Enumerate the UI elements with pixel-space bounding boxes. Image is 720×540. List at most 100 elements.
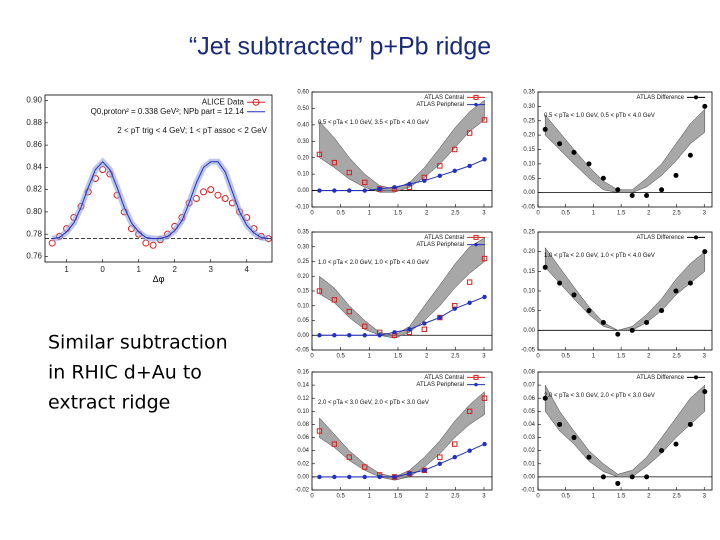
plot-frame — [311, 231, 493, 351]
x-tick-label: 3 — [482, 354, 486, 360]
y-tick-label: 0.16 — [297, 370, 309, 376]
y-tick-label: 0.03 — [523, 435, 535, 441]
data-point — [200, 188, 208, 196]
y-tick-label: 0.50 — [297, 106, 309, 112]
data-point — [467, 163, 472, 169]
legend-marker — [474, 242, 478, 247]
x-tick-label: 1.5 — [394, 494, 403, 500]
x-tick-label: 1 — [592, 494, 596, 500]
legend-label: ATLAS Difference — [637, 375, 685, 381]
x-tick-label: 2.5 — [672, 354, 681, 360]
x-tick-label: 2 — [647, 354, 651, 360]
y-tick-label: 0.78 — [26, 229, 42, 238]
y-tick-label: 0.86 — [26, 140, 42, 149]
y-tick-label: 0.40 — [297, 122, 309, 128]
annotation: 1.0 < pTa < 2.0 GeV, 1.0 < pTb < 4.0 GeV — [318, 260, 429, 266]
data-point — [331, 441, 338, 447]
data-point — [452, 168, 457, 174]
x-tick-label: 2.5 — [672, 494, 681, 500]
data-point — [557, 421, 563, 427]
data-point — [214, 191, 222, 199]
x-tick-label: 3 — [703, 494, 707, 500]
data-point — [586, 161, 592, 167]
data-point — [377, 333, 382, 338]
x-tick-label: 0 — [310, 211, 314, 217]
y-tick-label: 0.76 — [26, 252, 42, 261]
y-tick-label: 0.00 — [523, 474, 535, 480]
data-point — [347, 474, 352, 480]
legend-label: ATLAS Peripheral — [416, 382, 464, 388]
data-point — [542, 395, 548, 401]
legend-label: ATLAS Central — [424, 95, 464, 101]
data-point — [702, 249, 708, 255]
data-point — [331, 297, 338, 303]
data-point — [362, 464, 368, 470]
model-band — [319, 99, 485, 193]
y-tick-label: 0.14 — [297, 383, 309, 389]
x-tick-label: 2 — [647, 494, 651, 500]
legend-marker — [694, 95, 698, 100]
y-tick-label: 0.02 — [523, 448, 535, 454]
y-tick-label: 0.60 — [297, 90, 309, 96]
data-point — [482, 294, 487, 300]
data-point — [600, 175, 606, 181]
annotation: 2.0 < pTa < 3.0 GeV, 2.0 < pTb < 3.0 GeV — [318, 400, 429, 406]
plot-frame — [311, 371, 493, 491]
x-tick-label: 0 — [100, 265, 105, 274]
x-tick-label: 1.5 — [617, 211, 626, 217]
data-point — [452, 146, 458, 153]
data-point — [407, 471, 412, 476]
y-tick-label: -0.01 — [521, 488, 535, 494]
y-tick-label: 0.06 — [297, 435, 309, 441]
data-point — [346, 169, 352, 176]
data-point — [392, 185, 397, 190]
data-point — [207, 186, 215, 194]
y-tick-label: 0.20 — [297, 155, 309, 161]
y-tick-label: 0.00 — [523, 328, 535, 334]
data-point — [571, 149, 577, 155]
x-tick-label: 2.5 — [451, 354, 460, 360]
data-point — [332, 333, 337, 338]
legend-marker — [474, 102, 478, 107]
y-tick-label: 0.84 — [26, 162, 42, 171]
x-tick-label: 2.5 — [451, 211, 460, 217]
data-point — [586, 454, 592, 460]
x-tick-label: 3 — [703, 354, 707, 360]
x-tick-label: 3 — [209, 265, 214, 274]
body-text: in RHIC d+Au to — [48, 362, 202, 384]
data-point — [482, 441, 487, 447]
y-tick-label: -0.10 — [295, 205, 309, 211]
data-point — [557, 141, 563, 147]
y-tick-label: 0.82 — [26, 185, 42, 194]
y-tick-label: 0.05 — [523, 409, 535, 415]
y-tick-label: 0.05 — [297, 318, 309, 324]
data-point — [481, 255, 488, 262]
series-line — [52, 161, 269, 240]
y-tick-label: -0.05 — [295, 348, 309, 354]
data-point — [615, 480, 621, 486]
x-tick-label: 1.5 — [617, 494, 626, 500]
data-point — [392, 474, 397, 480]
model-band — [544, 108, 706, 193]
data-point — [422, 178, 427, 183]
x-tick-label: 2 — [425, 211, 429, 217]
y-tick-label: 0.30 — [297, 139, 309, 145]
y-tick-label: 0.80 — [26, 207, 42, 216]
data-point — [407, 181, 412, 187]
y-tick-label: 0.00 — [297, 188, 309, 194]
data-point — [466, 408, 473, 415]
legend-marker — [252, 98, 260, 106]
data-point — [331, 159, 338, 166]
legend-label: ATLAS Central — [424, 375, 464, 381]
legend-marker — [473, 94, 479, 100]
x-tick-label: 1 — [368, 354, 372, 360]
data-point — [481, 117, 488, 123]
x-tick-label: 1.5 — [394, 211, 403, 217]
data-point — [687, 152, 693, 158]
data-point — [317, 474, 322, 480]
data-point — [659, 187, 665, 193]
legend-label: Q0,proton² = 0.338 GeV²; NPb part = 12.1… — [91, 107, 245, 116]
y-tick-label: 0.25 — [523, 230, 535, 236]
data-point — [362, 323, 368, 330]
data-point — [452, 455, 457, 460]
